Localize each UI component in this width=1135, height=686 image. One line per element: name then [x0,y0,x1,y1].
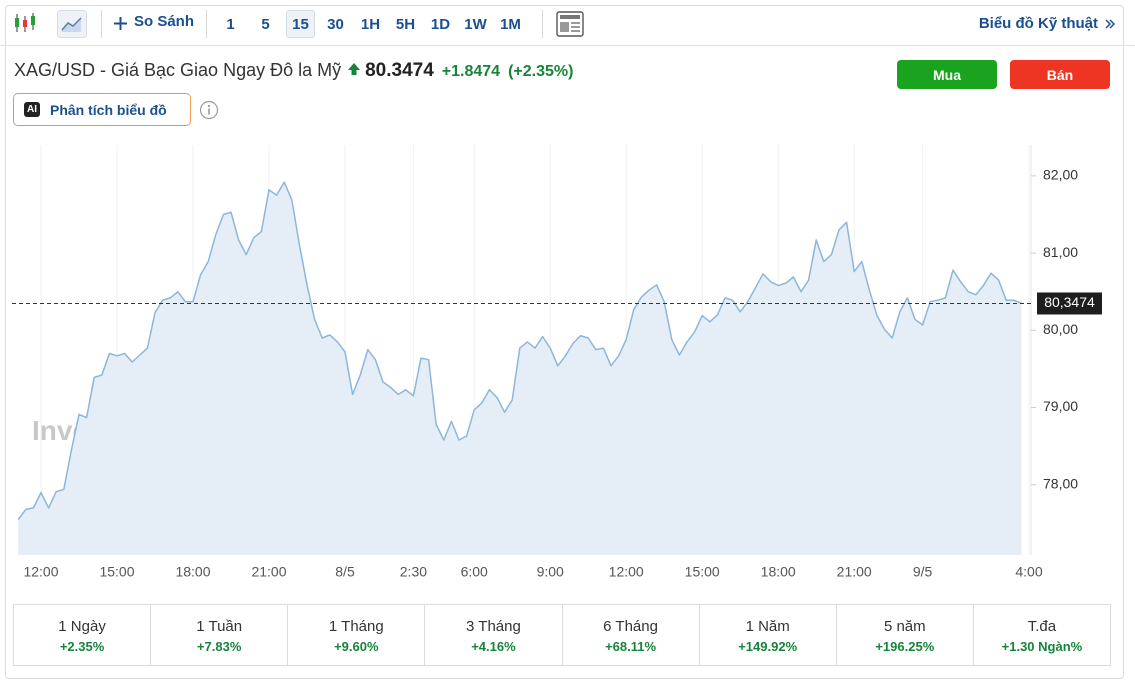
info-icon[interactable] [199,100,219,120]
x-tick-label: 9:00 [537,564,564,580]
ai-analysis-button[interactable]: AI Phân tích biểu đồ [13,93,191,126]
x-tick-label: 21:00 [837,564,872,580]
x-tick-label: 12:00 [23,564,58,580]
performance-cell[interactable]: 1 Ngày +2.35% [14,605,152,665]
price-change: +1.8474 [441,63,501,80]
period-label: 1 Tuần [196,618,243,635]
period-change: +9.60% [334,639,379,654]
price: 80.3474 [365,60,434,81]
separator [101,10,102,38]
y-tick-label: 81,00 [1043,244,1078,260]
buy-button[interactable]: Mua [897,60,997,89]
x-tick-label: 18:00 [761,564,796,580]
y-tick-label: 82,00 [1043,167,1078,183]
y-tick-label: 79,00 [1043,398,1078,414]
interval-button[interactable]: 5 [261,15,270,33]
period-label: 5 năm [883,618,926,635]
period-change: +68.11% [605,639,657,654]
x-tick-label: 4:00 [1015,564,1042,580]
chart: 12:00 15:00 18:00 21:00 8/5 2:30 6:00 9:00 12:00… [12,145,1102,580]
area-fill [18,182,1022,555]
price-change-percent: (+2.35%) [508,63,574,80]
x-tick-label: 9/5 [913,564,933,580]
y-tick-label: 80,00 [1043,321,1078,337]
period-change: +4.16% [471,639,516,654]
x-tick-label: 15:00 [685,564,720,580]
x-tick-label: 12:00 [609,564,644,580]
period-change: +196.25% [875,639,935,654]
period-change: +149.92% [738,639,798,654]
price-line [17,181,1022,520]
performance-table: 1 Ngày +2.35% 1 Tuần +7.83% 1 Tháng +9.60% 3 T… [13,604,1111,666]
ai-analysis-label: Phân tích biểu đồ [50,101,167,118]
interval-button[interactable]: 15 [286,10,315,38]
compare-button[interactable]: So Sánh [134,13,195,30]
interval-button[interactable]: 1W [464,15,487,33]
x-tick-label: 21:00 [251,564,286,580]
interval-button[interactable]: 30 [327,15,344,33]
candlestick-icon[interactable] [13,12,37,34]
current-price-box [1037,292,1102,315]
plus-icon[interactable] [113,16,128,31]
x-tick-label: 8/5 [335,564,355,580]
up-arrow-icon [348,63,361,75]
separator [542,10,543,38]
ai-badge: AI [24,102,40,117]
period-change: +1.30 Ngàn% [1001,639,1083,654]
period-label: 6 Tháng [603,618,658,635]
x-tick-label: 18:00 [175,564,210,580]
layout-icon[interactable] [556,11,584,37]
sell-button[interactable]: Bán [1010,60,1110,89]
x-tick-label: 2:30 [400,564,427,580]
performance-cell[interactable]: 1 Tháng +9.60% [288,605,426,665]
performance-cell[interactable]: 1 Năm +149.92% [700,605,837,665]
performance-cell[interactable]: T.đa +1.30 Ngàn% [974,605,1110,665]
performance-cell[interactable]: 6 Tháng +68.11% [563,605,700,665]
chevron-icon[interactable] [1104,18,1116,30]
x-tick-label: 6:00 [461,564,488,580]
performance-cell[interactable]: 1 Tuần +7.83% [151,605,289,665]
title-row: XAG/USD - Giá Bạc Giao Ngay Đô la Mỹ 80.… [14,60,573,82]
interval-button[interactable]: 1M [500,15,521,33]
x-tick-label: 15:00 [99,564,134,580]
interval-button[interactable]: 1H [360,15,381,33]
period-label: 1 Năm [745,618,790,635]
period-change: +7.83% [196,639,242,654]
widget-frame [5,5,1124,679]
separator [206,10,207,38]
period-label: T.đa [1027,618,1057,635]
symbol-name: XAG/USD - Giá Bạc Giao Ngay Đô la Mỹ [14,60,342,80]
interval-button[interactable]: 5H [395,15,416,33]
period-change: +2.35% [59,639,105,654]
period-label: 1 Ngày [58,618,106,635]
interval-button[interactable]: 1 [226,15,235,33]
performance-cell[interactable]: 5 năm +196.25% [837,605,974,665]
toolbar: So Sánh 1 5 15 30 1H 5H 1D 1W 1M Biểu đồ Kỹ thuậ… [0,0,1135,46]
area-chart-icon[interactable] [57,10,87,38]
y-tick-label: 78,00 [1043,475,1078,491]
performance-cell[interactable]: 3 Tháng +4.16% [425,605,563,665]
period-label: 1 Tháng [328,618,384,635]
current-price-label: 80,3474 [1044,294,1095,310]
interval-button[interactable]: 1D [430,15,451,33]
technical-chart-link[interactable]: Biểu đồ Kỹ thuật [978,15,1098,32]
interval-selector: 1 5 15 30 1H 5H 1D 1W 1M [213,10,528,38]
period-label: 3 Tháng [466,618,521,635]
